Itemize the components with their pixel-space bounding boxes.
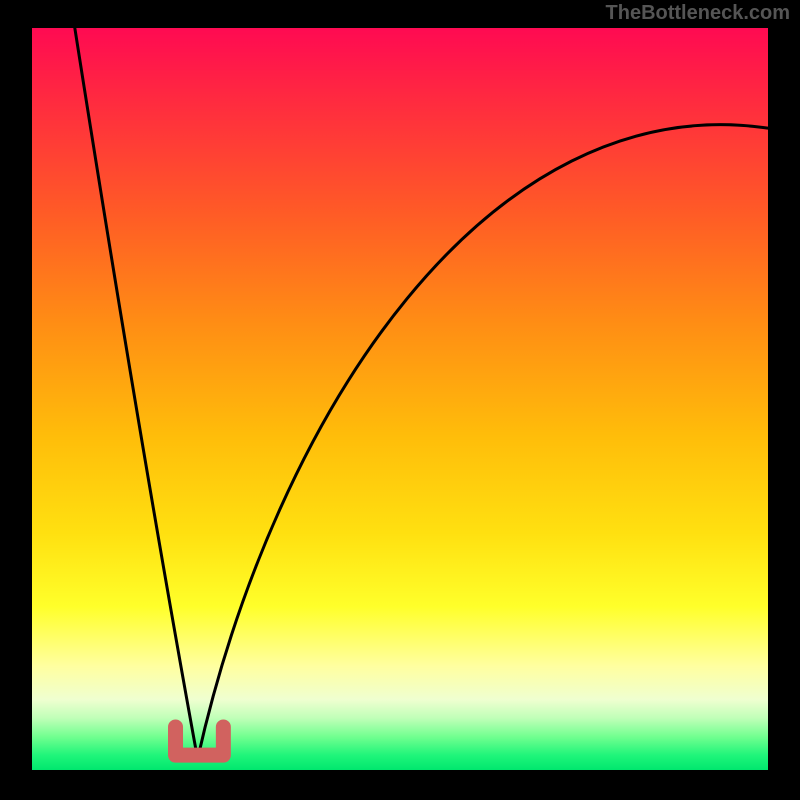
plot-background: [32, 28, 768, 770]
bottleneck-chart: [0, 0, 800, 800]
watermark-text: TheBottleneck.com: [606, 2, 790, 25]
